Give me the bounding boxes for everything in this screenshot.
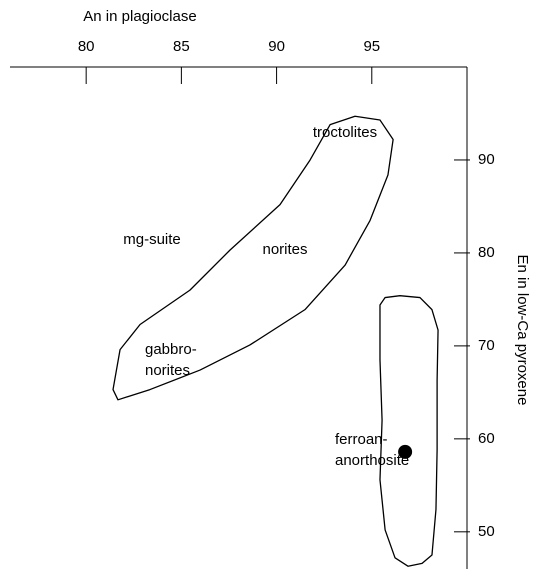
y-tick-label: 60 xyxy=(478,430,495,447)
x-tick-label: 85 xyxy=(173,38,190,55)
y-tick-label: 70 xyxy=(478,337,495,354)
y-tick-label: 90 xyxy=(478,151,495,168)
x-axis-label: An in plagioclase xyxy=(83,8,196,25)
x-tick-label: 90 xyxy=(268,38,285,55)
annotation: anorthosite xyxy=(335,452,409,469)
field-outline xyxy=(112,115,394,401)
field-outline xyxy=(379,295,439,567)
x-tick-label: 80 xyxy=(78,38,95,55)
annotation: gabbro- xyxy=(145,341,197,358)
annotation: ferroan- xyxy=(335,431,388,448)
y-tick-label: 50 xyxy=(478,523,495,540)
x-tick-label: 95 xyxy=(363,38,380,55)
annotation: troctolites xyxy=(313,124,377,141)
annotation: mg-suite xyxy=(123,231,181,248)
y-tick-label: 80 xyxy=(478,244,495,261)
y-axis-label: En in low-Ca pyroxene xyxy=(514,255,531,406)
annotation: norites xyxy=(262,241,307,258)
annotation: norites xyxy=(145,362,190,379)
data-point xyxy=(398,444,413,459)
